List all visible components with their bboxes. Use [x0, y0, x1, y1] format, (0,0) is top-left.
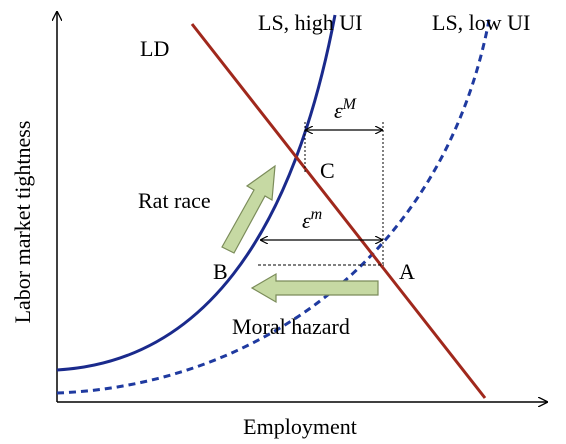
- curve-label: LS, low UI: [432, 10, 530, 35]
- arrow-label: Moral hazard: [232, 314, 350, 339]
- arrow-label: Rat race: [138, 188, 211, 213]
- ls-high-ui-curve: [56, 14, 337, 372]
- point-label: A: [399, 259, 415, 284]
- point-label: C: [320, 158, 335, 183]
- rat-race-arrow: [221, 164, 276, 254]
- gap-superscript: M: [342, 96, 358, 113]
- point-label: B: [213, 259, 228, 284]
- ld-line: [190, 23, 487, 399]
- gap-symbol: ε: [302, 208, 311, 233]
- y-axis-label: Labor market tightness: [10, 121, 35, 324]
- curve-label: LD: [140, 36, 169, 61]
- gap-symbol: ε: [334, 98, 343, 123]
- gap-label: εm: [302, 206, 322, 233]
- x-axis-label: Employment: [243, 414, 357, 439]
- gap-superscript: m: [311, 206, 323, 223]
- curve-label: LS, high UI: [258, 10, 363, 35]
- gap-label: εM: [334, 96, 358, 123]
- moral-hazard-arrow: [250, 272, 379, 304]
